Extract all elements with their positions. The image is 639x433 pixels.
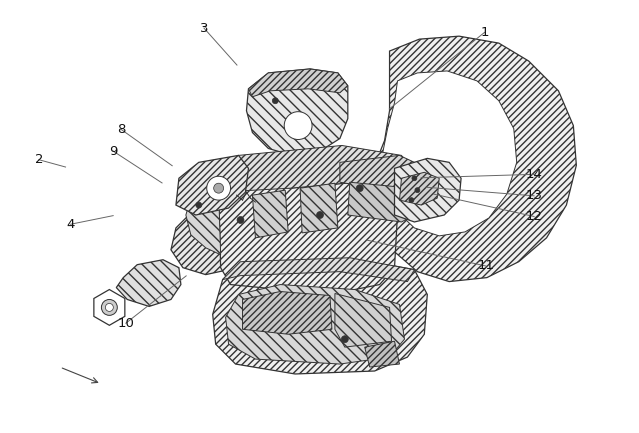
Circle shape xyxy=(207,176,231,200)
Text: 3: 3 xyxy=(200,22,208,35)
Circle shape xyxy=(284,112,312,139)
Polygon shape xyxy=(222,258,414,281)
Circle shape xyxy=(415,187,420,193)
Text: 10: 10 xyxy=(118,317,134,330)
Polygon shape xyxy=(226,284,404,364)
Circle shape xyxy=(196,202,202,208)
Text: 12: 12 xyxy=(526,210,543,223)
Polygon shape xyxy=(372,36,576,281)
Text: 1: 1 xyxy=(481,26,489,39)
Polygon shape xyxy=(394,158,461,222)
Polygon shape xyxy=(252,190,288,238)
Polygon shape xyxy=(335,294,392,347)
Text: 9: 9 xyxy=(109,145,118,158)
Polygon shape xyxy=(209,145,412,192)
Polygon shape xyxy=(348,182,417,222)
Polygon shape xyxy=(365,341,399,367)
Polygon shape xyxy=(176,155,249,215)
Circle shape xyxy=(213,183,224,193)
Polygon shape xyxy=(209,178,399,294)
Text: 4: 4 xyxy=(66,218,75,231)
Circle shape xyxy=(341,336,348,343)
Polygon shape xyxy=(116,260,181,307)
Circle shape xyxy=(272,98,278,104)
Circle shape xyxy=(357,185,363,192)
Circle shape xyxy=(412,176,417,181)
Text: 13: 13 xyxy=(526,189,543,202)
Circle shape xyxy=(102,300,118,315)
Circle shape xyxy=(105,304,113,311)
Polygon shape xyxy=(242,291,332,334)
Polygon shape xyxy=(399,172,439,205)
Polygon shape xyxy=(186,178,220,255)
Polygon shape xyxy=(94,290,125,325)
Polygon shape xyxy=(171,208,245,275)
Circle shape xyxy=(409,197,414,203)
Text: 8: 8 xyxy=(117,123,126,136)
Circle shape xyxy=(316,212,323,219)
Text: 2: 2 xyxy=(35,153,43,166)
Polygon shape xyxy=(340,155,419,192)
Circle shape xyxy=(237,216,244,223)
Polygon shape xyxy=(213,258,427,374)
Polygon shape xyxy=(249,69,348,97)
Text: 14: 14 xyxy=(526,168,543,181)
Polygon shape xyxy=(300,183,338,233)
Polygon shape xyxy=(247,69,348,155)
Polygon shape xyxy=(381,71,517,236)
Text: 11: 11 xyxy=(477,259,495,272)
